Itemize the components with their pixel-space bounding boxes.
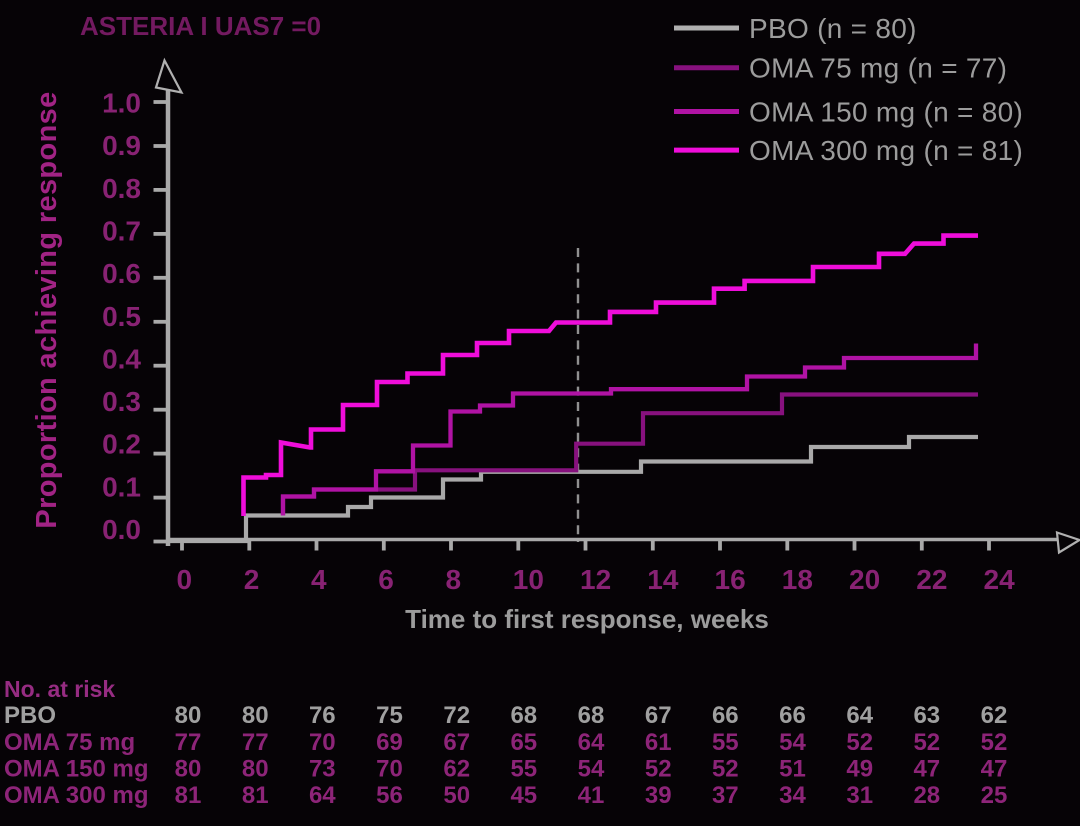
svg-text:16: 16	[715, 564, 746, 595]
svg-text:66: 66	[779, 702, 806, 729]
svg-text:80: 80	[242, 702, 269, 729]
svg-text:10: 10	[513, 564, 544, 595]
svg-text:73: 73	[309, 756, 336, 783]
svg-text:81: 81	[175, 782, 202, 809]
svg-text:31: 31	[846, 782, 873, 809]
svg-text:0.5: 0.5	[102, 301, 141, 332]
svg-text:55: 55	[712, 729, 739, 756]
svg-text:67: 67	[645, 702, 672, 729]
svg-text:77: 77	[175, 729, 202, 756]
svg-text:64: 64	[309, 782, 336, 809]
svg-text:37: 37	[712, 782, 739, 809]
svg-text:52: 52	[981, 729, 1008, 756]
svg-text:25: 25	[981, 782, 1008, 809]
svg-text:8: 8	[446, 564, 462, 595]
svg-text:51: 51	[779, 756, 806, 783]
svg-text:0.0: 0.0	[102, 514, 141, 545]
svg-text:2: 2	[244, 564, 260, 595]
svg-text:69: 69	[376, 729, 403, 756]
svg-text:0.3: 0.3	[102, 386, 141, 417]
svg-text:49: 49	[846, 756, 873, 783]
svg-text:81: 81	[242, 782, 269, 809]
svg-text:62: 62	[443, 756, 470, 783]
svg-text:52: 52	[712, 756, 739, 783]
svg-text:14: 14	[647, 564, 679, 595]
svg-text:28: 28	[913, 782, 940, 809]
svg-text:67: 67	[443, 729, 470, 756]
svg-text:52: 52	[913, 729, 940, 756]
svg-text:6: 6	[378, 564, 394, 595]
svg-text:4: 4	[311, 564, 327, 595]
svg-text:41: 41	[578, 782, 605, 809]
svg-text:65: 65	[510, 729, 537, 756]
svg-text:47: 47	[981, 756, 1008, 783]
svg-text:0.9: 0.9	[102, 130, 141, 161]
svg-text:75: 75	[376, 702, 403, 729]
svg-text:PBO (n = 80): PBO (n = 80)	[749, 13, 917, 44]
svg-text:12: 12	[580, 564, 611, 595]
svg-text:No. at risk: No. at risk	[4, 676, 115, 702]
svg-text:0.2: 0.2	[102, 429, 141, 460]
svg-text:OMA 75 mg (n = 77): OMA 75 mg (n = 77)	[749, 53, 1007, 84]
svg-text:62: 62	[981, 702, 1008, 729]
svg-text:OMA 75 mg: OMA 75 mg	[4, 729, 135, 756]
svg-text:77: 77	[242, 729, 269, 756]
svg-text:72: 72	[443, 702, 470, 729]
svg-text:52: 52	[645, 756, 672, 783]
svg-text:0.6: 0.6	[102, 258, 141, 289]
svg-text:54: 54	[779, 729, 806, 756]
svg-text:80: 80	[242, 756, 269, 783]
svg-text:22: 22	[916, 564, 947, 595]
svg-text:70: 70	[376, 756, 403, 783]
svg-text:61: 61	[645, 729, 672, 756]
svg-text:0.1: 0.1	[102, 471, 141, 502]
svg-text:ASTERIA I UAS7 =0: ASTERIA I UAS7 =0	[80, 11, 321, 41]
svg-text:80: 80	[175, 702, 202, 729]
svg-text:OMA 150 mg: OMA 150 mg	[4, 756, 148, 783]
svg-text:56: 56	[376, 782, 403, 809]
svg-text:68: 68	[578, 702, 605, 729]
svg-text:47: 47	[913, 756, 940, 783]
svg-text:76: 76	[309, 702, 336, 729]
svg-text:55: 55	[510, 756, 537, 783]
svg-text:54: 54	[578, 756, 605, 783]
svg-text:0: 0	[177, 564, 193, 595]
svg-text:0.4: 0.4	[102, 343, 141, 374]
svg-text:1.0: 1.0	[102, 88, 141, 119]
svg-text:70: 70	[309, 729, 336, 756]
svg-text:80: 80	[175, 756, 202, 783]
svg-text:Proportion achieving response: Proportion achieving response	[31, 91, 63, 528]
svg-text:24: 24	[984, 564, 1016, 595]
svg-text:18: 18	[782, 564, 813, 595]
svg-text:50: 50	[443, 782, 470, 809]
svg-text:PBO: PBO	[4, 702, 56, 729]
svg-text:0.8: 0.8	[102, 173, 141, 204]
svg-text:64: 64	[578, 729, 605, 756]
svg-text:OMA 300 mg: OMA 300 mg	[4, 782, 148, 809]
svg-text:45: 45	[510, 782, 537, 809]
svg-text:68: 68	[510, 702, 537, 729]
svg-text:OMA 300 mg (n = 81): OMA 300 mg (n = 81)	[749, 135, 1023, 166]
svg-text:20: 20	[849, 564, 880, 595]
svg-text:39: 39	[645, 782, 672, 809]
svg-text:0.7: 0.7	[102, 216, 141, 247]
svg-text:66: 66	[712, 702, 739, 729]
svg-text:Time to first response, weeks: Time to first response, weeks	[405, 604, 769, 634]
svg-text:64: 64	[846, 702, 873, 729]
svg-text:OMA 150 mg (n = 80): OMA 150 mg (n = 80)	[749, 96, 1023, 127]
svg-text:52: 52	[846, 729, 873, 756]
svg-text:63: 63	[913, 702, 940, 729]
svg-text:34: 34	[779, 782, 806, 809]
